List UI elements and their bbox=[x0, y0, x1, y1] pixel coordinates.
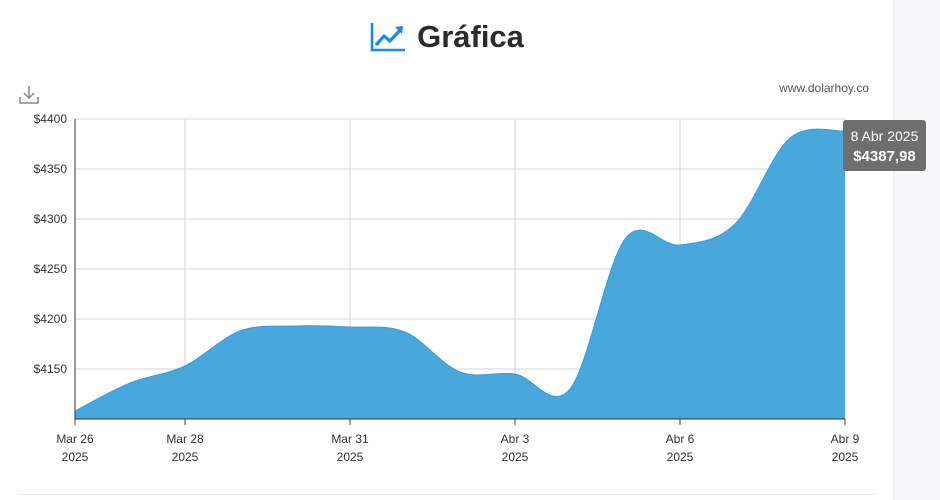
right-side-panel bbox=[893, 0, 940, 500]
x-tick-year: 2025 bbox=[832, 450, 859, 464]
y-tick-label: $4250 bbox=[34, 262, 68, 276]
x-tick-label: Abr 6 bbox=[666, 432, 695, 446]
page-title: Gráfica bbox=[417, 19, 524, 54]
y-tick-label: $4400 bbox=[34, 112, 68, 126]
area-series bbox=[75, 129, 845, 419]
tooltip-box bbox=[843, 120, 926, 171]
trending-up-icon bbox=[370, 23, 406, 52]
y-tick-label: $4300 bbox=[34, 212, 68, 226]
series-line bbox=[74, 128, 846, 412]
x-tick-label: Mar 26 bbox=[56, 432, 94, 446]
x-tick-year: 2025 bbox=[502, 450, 529, 464]
tooltip-date: 8 Abr 2025 bbox=[851, 128, 919, 144]
download-icon bbox=[19, 86, 39, 104]
x-tick-label: Mar 31 bbox=[331, 432, 369, 446]
tooltip-value: $4387,98 bbox=[853, 148, 916, 165]
y-tick-label: $4350 bbox=[34, 162, 68, 176]
chart-header: Gráfica bbox=[0, 12, 893, 62]
x-tick-year: 2025 bbox=[172, 450, 199, 464]
download-button[interactable] bbox=[18, 84, 40, 106]
y-tick-label: $4200 bbox=[34, 312, 68, 326]
x-tick-year: 2025 bbox=[337, 450, 364, 464]
x-tick-label: Abr 3 bbox=[501, 432, 530, 446]
x-tick-label: Mar 28 bbox=[166, 432, 204, 446]
x-tick-year: 2025 bbox=[62, 450, 89, 464]
x-tick-year: 2025 bbox=[667, 450, 694, 464]
x-tick-label: Abr 9 bbox=[831, 432, 860, 446]
y-tick-label: $4150 bbox=[34, 362, 68, 376]
source-label: www.dolarhoy.co bbox=[779, 81, 869, 95]
bottom-divider bbox=[18, 494, 876, 495]
